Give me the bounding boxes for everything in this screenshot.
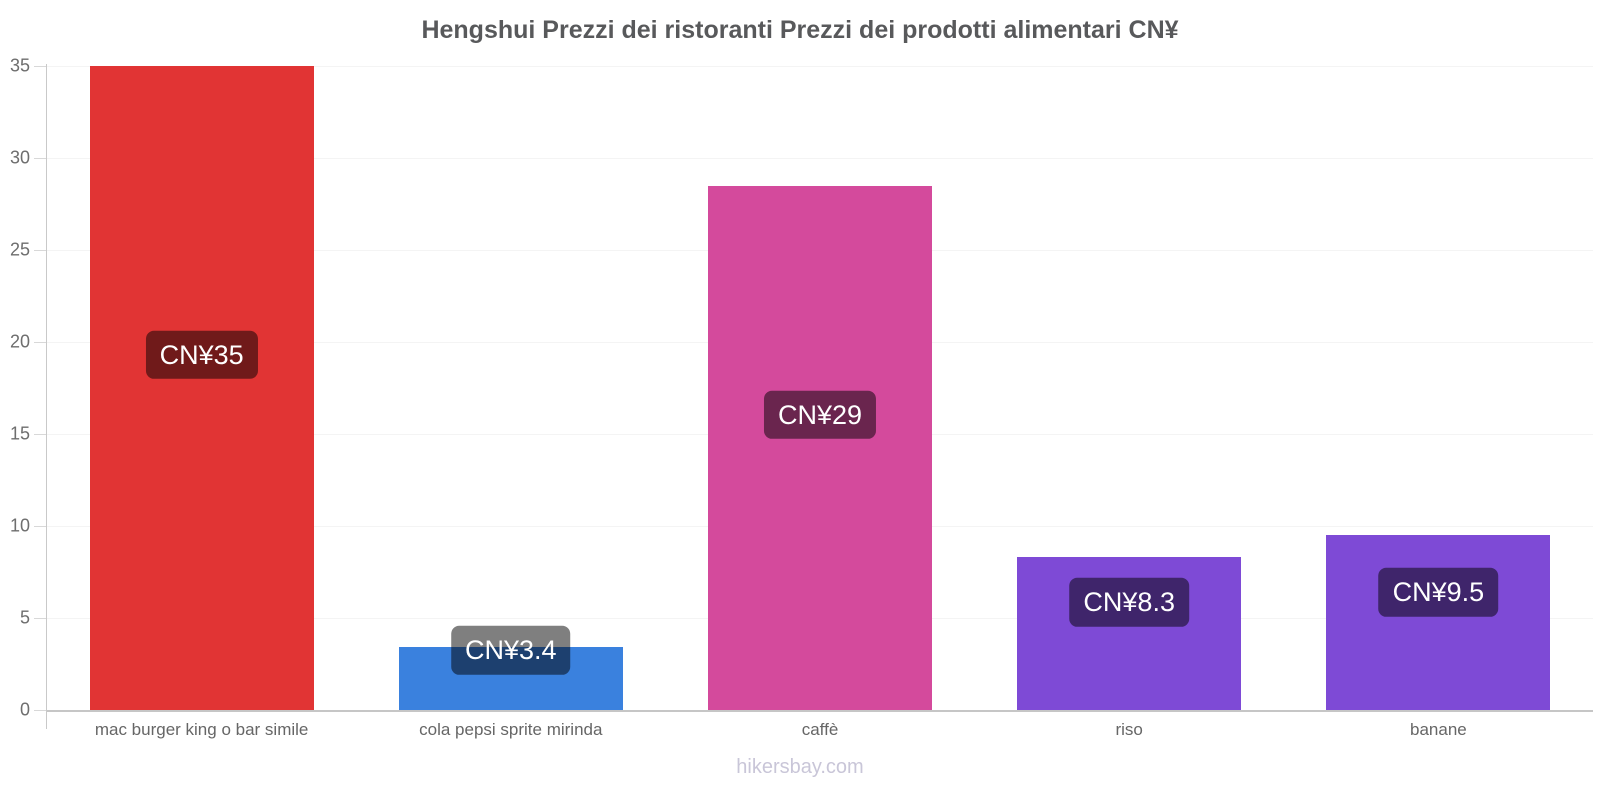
y-axis-label: 25: [9, 239, 30, 260]
gridline: [47, 66, 1593, 67]
x-axis-label: caffè: [801, 720, 839, 739]
y-axis-label: 10: [9, 515, 30, 536]
bar-3[interactable]: [708, 185, 932, 710]
x-axis-label: banane: [1410, 720, 1467, 739]
y-tick: [34, 434, 46, 435]
y-tick: [34, 342, 46, 343]
y-tick: [34, 66, 46, 67]
bar-value-badge: CN¥9.5: [1378, 567, 1499, 617]
x-axis-line: [47, 710, 1593, 712]
y-tick: [34, 618, 46, 619]
y-tick: [34, 250, 46, 251]
y-axis-label: 15: [9, 423, 30, 444]
y-tick: [34, 158, 46, 159]
y-axis-line: [46, 64, 47, 729]
footer-link[interactable]: hikersbay.com: [736, 756, 864, 778]
bar-value-badge: CN¥3.4: [451, 626, 571, 675]
y-tick: [34, 710, 46, 711]
gridline: [47, 158, 1593, 159]
bar-5[interactable]: [1326, 535, 1551, 710]
y-axis-label: 30: [9, 147, 30, 168]
y-axis-label: 35: [9, 55, 30, 76]
x-axis-label: riso: [1115, 720, 1143, 739]
chart-title: Hengshui Prezzi dei ristoranti Prezzi de…: [421, 16, 1179, 44]
x-axis-label: cola pepsi sprite mirinda: [419, 720, 603, 739]
bar-value-badge: CN¥29: [763, 390, 877, 439]
y-tick: [34, 526, 46, 527]
y-axis-label: 5: [19, 607, 30, 628]
bar-value-badge: CN¥35: [145, 330, 258, 380]
bar-1[interactable]: [89, 66, 314, 710]
y-axis-label: 0: [19, 699, 30, 720]
y-axis-label: 20: [9, 331, 30, 352]
x-axis-label: mac burger king o bar simile: [94, 720, 309, 739]
bar-value-badge: CN¥8.3: [1069, 578, 1189, 627]
